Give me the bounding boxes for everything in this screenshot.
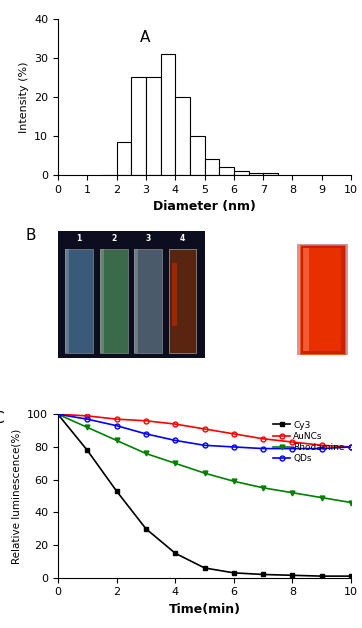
Rhodamine <box>173 460 177 467</box>
Text: C: C <box>0 411 4 426</box>
X-axis label: Time(min): Time(min) <box>169 603 240 616</box>
Cy3 <box>232 569 236 577</box>
QDs <box>261 445 265 452</box>
Line: Rhodamine: Rhodamine <box>55 412 354 505</box>
Y-axis label: Relative luminescence(%): Relative luminescence(%) <box>12 428 22 563</box>
Cy3 <box>320 572 324 580</box>
Line: Cy3: Cy3 <box>56 412 353 578</box>
Rhodamine <box>349 499 353 506</box>
QDs <box>320 445 324 452</box>
Cy3 <box>349 572 353 580</box>
QDs <box>349 443 353 451</box>
Bar <box>219 167 234 175</box>
Bar <box>205 160 219 175</box>
Legend: Cy3, AuNCs, Rhodamine, QDs: Cy3, AuNCs, Rhodamine, QDs <box>272 419 347 465</box>
QDs <box>290 445 295 452</box>
Rhodamine <box>290 489 295 497</box>
Cy3 <box>85 447 89 454</box>
Bar <box>263 173 278 175</box>
QDs <box>144 430 148 438</box>
AuNCs <box>349 443 353 451</box>
Text: B: B <box>26 227 36 242</box>
AuNCs <box>56 411 60 418</box>
QDs <box>202 441 207 449</box>
AuNCs <box>202 425 207 433</box>
QDs <box>56 411 60 418</box>
AuNCs <box>290 438 295 446</box>
QDs <box>114 422 119 430</box>
Rhodamine <box>56 411 60 418</box>
X-axis label: Diameter (nm): Diameter (nm) <box>153 200 256 213</box>
Cy3 <box>144 525 148 533</box>
Cy3 <box>173 550 177 557</box>
AuNCs <box>173 420 177 428</box>
AuNCs <box>114 415 119 423</box>
AuNCs <box>261 435 265 443</box>
AuNCs <box>232 430 236 438</box>
Bar <box>175 97 190 175</box>
Y-axis label: Intensity (%): Intensity (%) <box>18 61 29 133</box>
Text: A: A <box>140 30 150 45</box>
Bar <box>248 173 263 175</box>
Rhodamine <box>261 484 265 492</box>
Cy3 <box>202 564 207 571</box>
Rhodamine <box>202 469 207 477</box>
Bar <box>146 77 160 175</box>
AuNCs <box>85 412 89 420</box>
Rhodamine <box>144 450 148 457</box>
Rhodamine <box>320 494 324 501</box>
QDs <box>173 436 177 444</box>
Line: AuNCs: AuNCs <box>55 412 354 450</box>
AuNCs <box>144 417 148 425</box>
Cy3 <box>290 571 295 579</box>
Line: QDs: QDs <box>55 412 354 451</box>
Rhodamine <box>232 477 236 485</box>
Bar <box>117 142 131 175</box>
Bar <box>234 171 248 175</box>
Bar <box>190 136 205 175</box>
AuNCs <box>320 441 324 449</box>
Bar <box>160 54 175 175</box>
Rhodamine <box>114 436 119 444</box>
Bar <box>131 77 146 175</box>
Cy3 <box>56 411 60 418</box>
Rhodamine <box>85 423 89 431</box>
QDs <box>85 415 89 423</box>
Cy3 <box>114 487 119 495</box>
Cy3 <box>261 571 265 578</box>
QDs <box>232 443 236 451</box>
